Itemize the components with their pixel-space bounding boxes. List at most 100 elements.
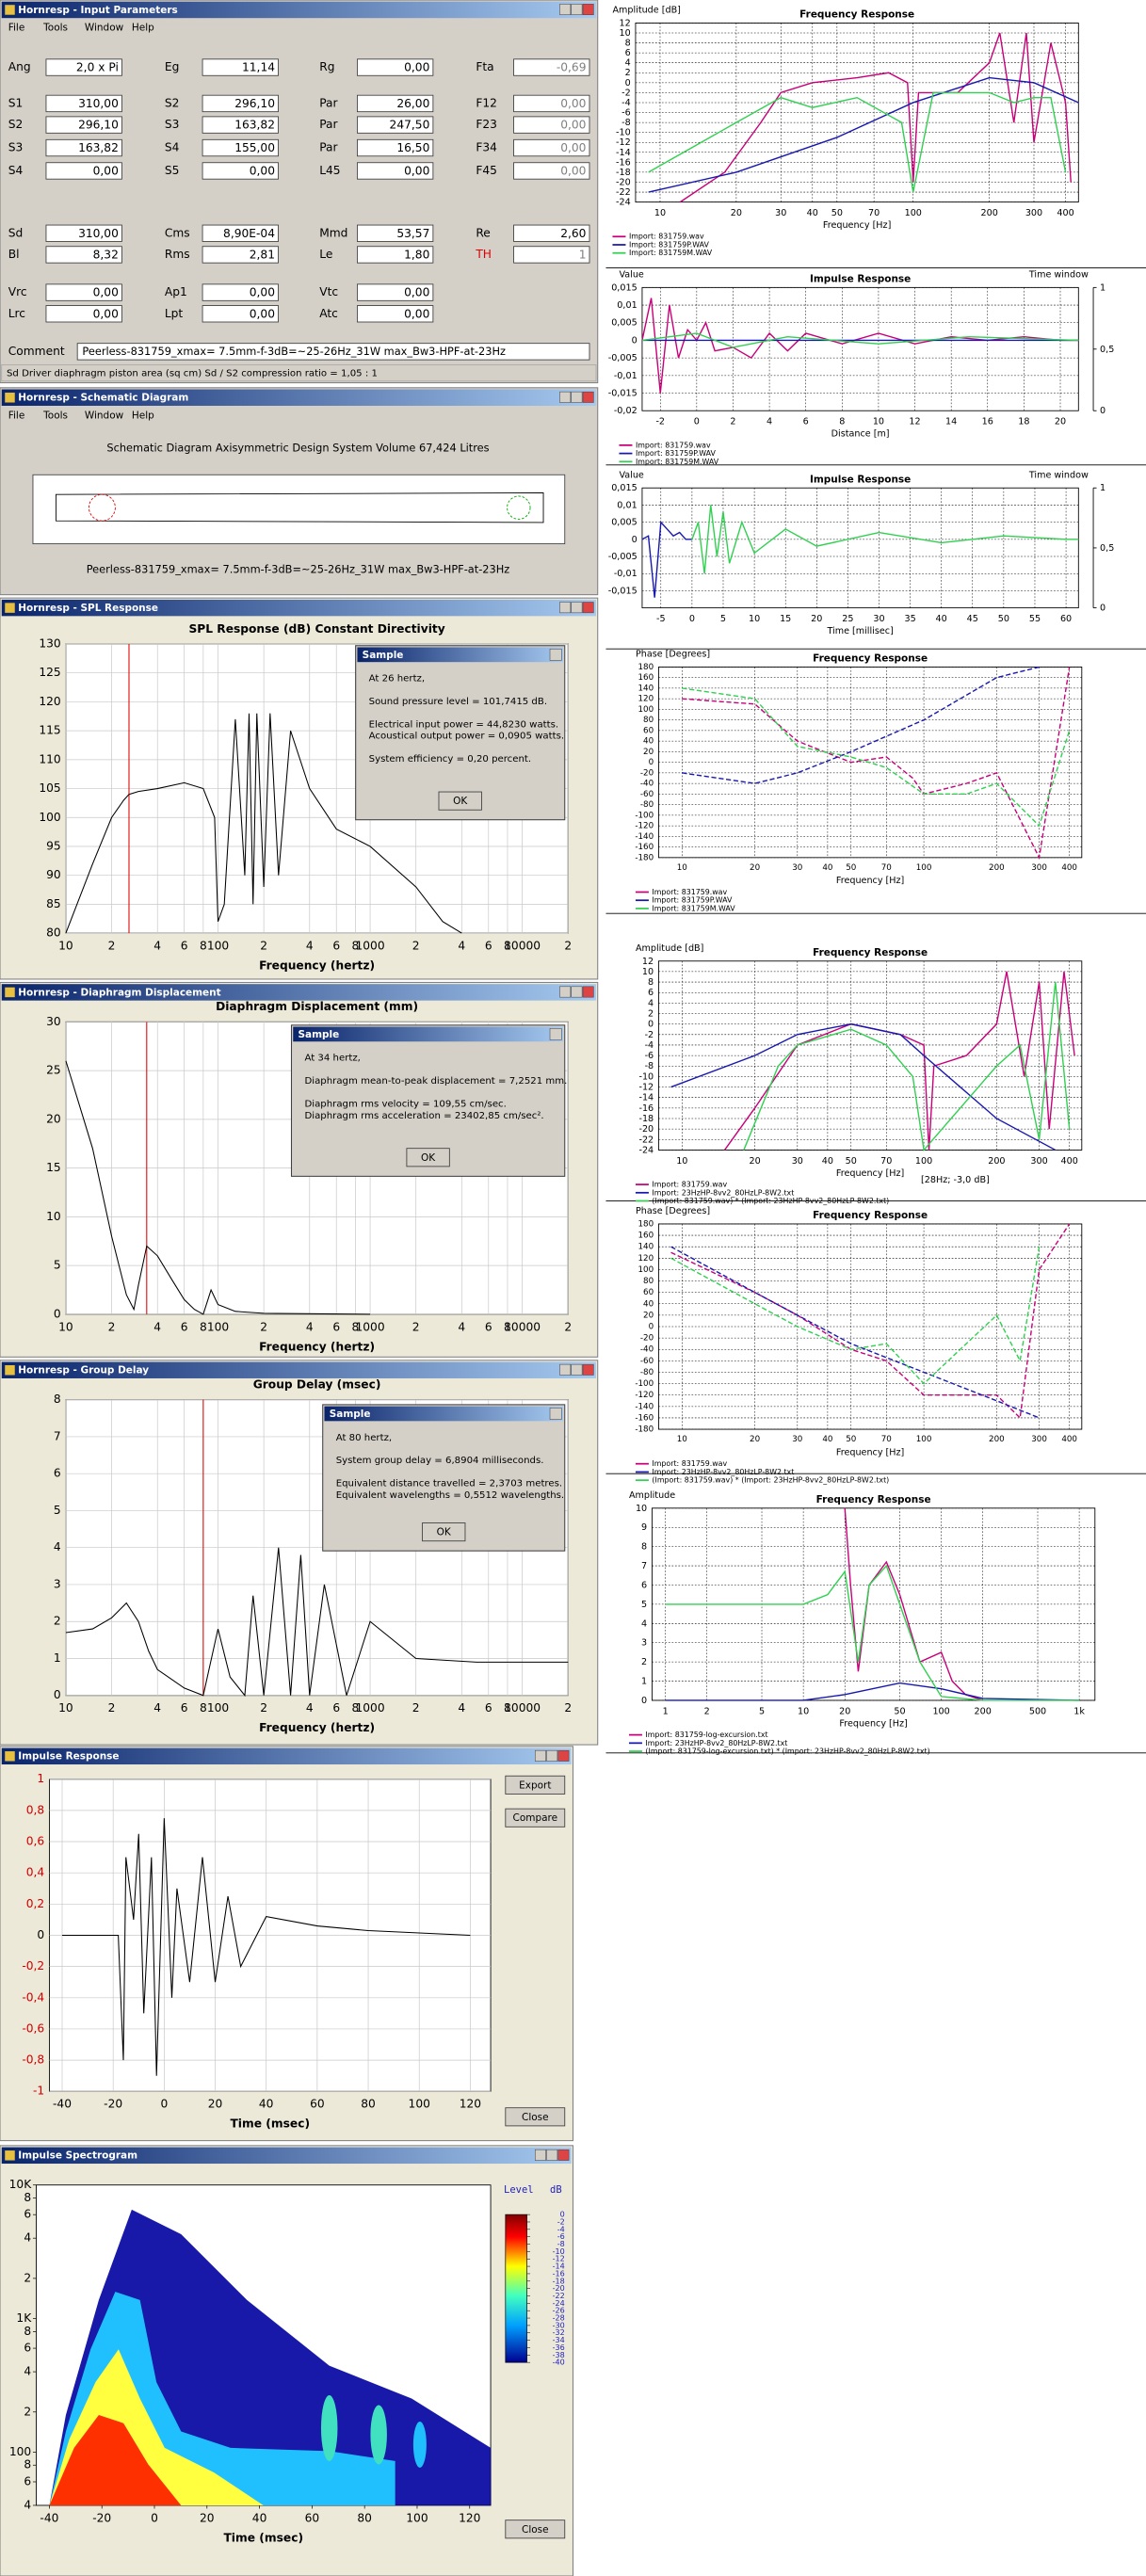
y-tick-label: 2 bbox=[24, 2405, 31, 2418]
window-button[interactable] bbox=[571, 986, 583, 998]
window-button[interactable] bbox=[582, 602, 594, 614]
window-button[interactable] bbox=[559, 602, 572, 614]
field-box[interactable] bbox=[45, 162, 122, 180]
button[interactable] bbox=[505, 2520, 566, 2539]
window-button[interactable] bbox=[559, 4, 572, 15]
title-bar bbox=[1, 984, 596, 1001]
window-button[interactable] bbox=[557, 1749, 570, 1762]
y-tick-label: 4 bbox=[54, 1540, 61, 1554]
y-tick-label: 120 bbox=[638, 695, 654, 704]
x-tick-label: 300 bbox=[1025, 208, 1042, 218]
field-box[interactable] bbox=[357, 224, 434, 242]
field-box[interactable] bbox=[202, 162, 279, 180]
x-tick-label: 10 bbox=[654, 208, 666, 218]
menu-item: File bbox=[8, 23, 25, 34]
field-value: 0,00 bbox=[404, 286, 429, 299]
field-box[interactable] bbox=[513, 94, 590, 113]
dialog-title: Sample bbox=[298, 1029, 339, 1040]
window-button[interactable] bbox=[557, 2149, 570, 2161]
field-label: F23 bbox=[476, 118, 497, 131]
y-tick-label: 12 bbox=[642, 957, 654, 967]
field-box[interactable] bbox=[45, 58, 122, 76]
field-box[interactable] bbox=[357, 58, 434, 76]
dialog-close[interactable] bbox=[549, 648, 562, 661]
window-icon bbox=[5, 1365, 15, 1376]
menu-item: Help bbox=[132, 410, 154, 421]
x-tick-label: 8 bbox=[352, 1320, 360, 1333]
window-button[interactable] bbox=[535, 2149, 546, 2161]
x-tick-label: 6 bbox=[332, 1320, 340, 1333]
window-button[interactable] bbox=[571, 602, 583, 614]
button[interactable] bbox=[505, 2107, 566, 2127]
window-button[interactable] bbox=[571, 1363, 583, 1376]
y-tick-label: -100 bbox=[635, 1379, 654, 1389]
x-tick-label: 40 bbox=[259, 2098, 274, 2111]
field-box[interactable] bbox=[513, 58, 590, 76]
field-box[interactable] bbox=[513, 138, 590, 157]
window-button[interactable] bbox=[582, 986, 594, 998]
window-button[interactable] bbox=[571, 4, 583, 15]
comment-box[interactable] bbox=[76, 343, 590, 361]
field-box[interactable] bbox=[45, 283, 122, 301]
y2-axis-label: Time window bbox=[1028, 470, 1089, 480]
field-box[interactable] bbox=[357, 305, 434, 323]
window-button[interactable] bbox=[571, 391, 583, 403]
field-box[interactable] bbox=[202, 305, 279, 323]
field-box[interactable] bbox=[513, 162, 590, 180]
field-value: 0,00 bbox=[404, 307, 429, 320]
button[interactable] bbox=[438, 791, 482, 811]
field-box[interactable] bbox=[513, 246, 590, 264]
field-box[interactable] bbox=[45, 138, 122, 157]
field-label: Cms bbox=[165, 226, 190, 239]
field-box[interactable] bbox=[45, 224, 122, 242]
x-tick-label: 20 bbox=[749, 1156, 760, 1167]
button[interactable] bbox=[505, 1775, 566, 1795]
field-box[interactable] bbox=[45, 116, 122, 134]
y-axis-label: Amplitude [dB] bbox=[636, 943, 703, 954]
dialog-close[interactable] bbox=[549, 1028, 562, 1040]
window-button[interactable] bbox=[535, 1749, 546, 1762]
field-label: Vrc bbox=[8, 285, 27, 298]
field-box[interactable] bbox=[357, 162, 434, 180]
field-box[interactable] bbox=[202, 94, 279, 113]
button[interactable] bbox=[505, 1808, 566, 1827]
field-box[interactable] bbox=[45, 246, 122, 264]
field-box[interactable] bbox=[513, 116, 590, 134]
field-box[interactable] bbox=[45, 305, 122, 323]
window-button[interactable] bbox=[546, 2149, 558, 2161]
field-label: Par bbox=[319, 118, 338, 131]
field-label: Ap1 bbox=[165, 285, 187, 298]
window-button[interactable] bbox=[546, 1749, 558, 1762]
field-box[interactable] bbox=[202, 246, 279, 264]
dialog-close[interactable] bbox=[549, 1408, 562, 1420]
window-button[interactable] bbox=[559, 1363, 572, 1376]
button[interactable] bbox=[422, 1522, 466, 1542]
y2-tick-label: 1 bbox=[1100, 282, 1106, 293]
window-button[interactable] bbox=[582, 1363, 594, 1376]
field-value: 2,60 bbox=[560, 227, 586, 240]
button-label: Close bbox=[522, 2524, 549, 2536]
field-box[interactable] bbox=[513, 224, 590, 242]
field-box[interactable] bbox=[357, 246, 434, 264]
window-button[interactable] bbox=[559, 986, 572, 998]
dialog-text: System efficiency = 0,20 percent. bbox=[369, 754, 531, 765]
y-axis-label: Phase [Degrees] bbox=[636, 1206, 710, 1216]
window-button[interactable] bbox=[582, 4, 594, 15]
field-box[interactable] bbox=[202, 58, 279, 76]
field-box[interactable] bbox=[202, 138, 279, 157]
field-box[interactable] bbox=[357, 94, 434, 113]
field-label: F45 bbox=[476, 164, 497, 177]
field-box[interactable] bbox=[357, 138, 434, 157]
field-box[interactable] bbox=[202, 116, 279, 134]
field-box[interactable] bbox=[202, 224, 279, 242]
field-box[interactable] bbox=[45, 94, 122, 113]
annotation: [28Hz; -3,0 dB] bbox=[921, 1175, 990, 1185]
window-button[interactable] bbox=[559, 391, 572, 403]
field-box[interactable] bbox=[357, 283, 434, 301]
button[interactable] bbox=[406, 1148, 450, 1167]
field-box[interactable] bbox=[202, 283, 279, 301]
y-tick-label: 105 bbox=[39, 781, 60, 795]
window-button[interactable] bbox=[582, 391, 594, 403]
field-box[interactable] bbox=[357, 116, 434, 134]
x-tick-label: 20 bbox=[750, 1435, 760, 1444]
